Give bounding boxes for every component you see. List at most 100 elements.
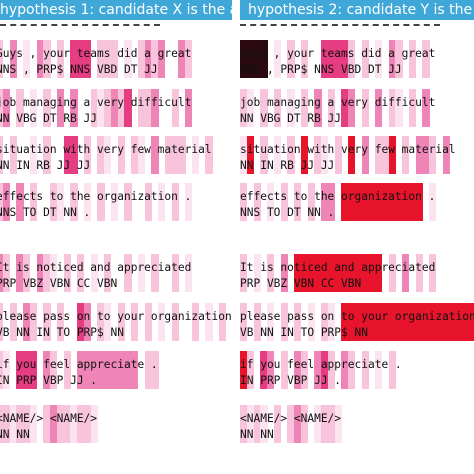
attention-cell [77, 303, 85, 341]
pos-tag-line: VB NN IN TO PRP$ NN [0, 326, 124, 339]
attention-cell [375, 136, 383, 174]
pos-tag-line: VB NN IN TO PRP$ NN [240, 326, 368, 339]
attention-cell [43, 136, 51, 174]
pos-tag-line: NN IN RB JJ JJ [240, 159, 335, 172]
attention-cell [341, 89, 349, 127]
attention-cell [70, 40, 78, 78]
attention-cell [104, 89, 112, 127]
attention-cell [240, 303, 248, 341]
attention-cell [307, 254, 315, 292]
attention-cell [137, 89, 145, 127]
attention-cell [422, 89, 430, 127]
attention-cell [124, 89, 132, 127]
sentence-block: if you feel appreciate . IN PRP VBP JJ . [240, 351, 474, 397]
hypothesis-1-header: hypothesis 1: candidate X is the author [0, 0, 232, 20]
pos-tag-line: NN VBG DT RB JJ [240, 112, 342, 125]
attention-cell [158, 183, 166, 221]
attention-cell [77, 351, 85, 389]
attention-cell [348, 136, 356, 174]
attention-cell [273, 405, 281, 443]
attention-cell [144, 303, 152, 341]
pos-tag-line: NN NN [240, 428, 274, 441]
attention-cell [321, 254, 329, 292]
attention-cell [83, 405, 91, 443]
attention-cell [124, 183, 132, 221]
attention-cell [56, 405, 64, 443]
attention-cell [104, 136, 112, 174]
attention-cell [9, 136, 17, 174]
attention-cell [2, 254, 10, 292]
attention-cell [429, 136, 437, 174]
attention-cell [110, 40, 118, 78]
attention-cell [171, 303, 179, 341]
attention-cell [375, 254, 383, 292]
attention-cell [83, 183, 91, 221]
attention-cell [124, 351, 132, 389]
token-line: please pass on to your organization [0, 310, 232, 323]
attention-cell [29, 89, 37, 127]
attention-cell [321, 405, 329, 443]
attention-cell [469, 303, 474, 341]
attention-cell [16, 254, 24, 292]
attention-cell [300, 405, 308, 443]
attention-cell [375, 89, 383, 127]
attention-cell [2, 405, 10, 443]
attention-cell [395, 40, 403, 78]
attention-cell [185, 183, 193, 221]
attention-cell [294, 351, 302, 389]
attention-cell [422, 136, 430, 174]
pos-tag-line: NNS , PRP$ NNS VBD DT JJ [0, 63, 158, 76]
pos-tag-line: NN IN RB JJ JJ [0, 159, 91, 172]
attention-cell [50, 254, 58, 292]
header-divider [240, 24, 440, 26]
attention-cell [97, 136, 105, 174]
attention-cell [260, 351, 268, 389]
sentence-block: if you feel appreciate . IN PRP VBP JJ . [0, 351, 232, 397]
attention-cell [294, 405, 302, 443]
attention-cell [435, 303, 443, 341]
attention-cell [273, 40, 281, 78]
attention-cell [361, 136, 369, 174]
attention-cell [63, 136, 71, 174]
attention-cell [267, 254, 275, 292]
attention-cell [253, 405, 261, 443]
attention-cell [246, 89, 254, 127]
attention-cell [267, 303, 275, 341]
attention-cell [131, 136, 139, 174]
attention-cell [151, 89, 159, 127]
hypothesis-1-panel: hypothesis 1: candidate X is the author … [0, 0, 232, 474]
attention-cell [348, 40, 356, 78]
attention-cell [77, 405, 85, 443]
attention-cell [307, 183, 315, 221]
attention-cell [29, 136, 37, 174]
attention-cell [449, 303, 457, 341]
attention-cell [415, 254, 423, 292]
attention-cell [240, 183, 248, 221]
attention-cell [402, 136, 410, 174]
attention-cell [368, 254, 376, 292]
attention-cell [341, 254, 349, 292]
attention-cell [171, 254, 179, 292]
attention-cell [43, 254, 51, 292]
attention-cell [408, 183, 416, 221]
attention-cell [334, 136, 342, 174]
attention-cell [354, 254, 362, 292]
attention-cell [422, 303, 430, 341]
token-line: effects to the organization . [0, 190, 192, 203]
attention-cell [104, 303, 112, 341]
attention-cell [131, 351, 139, 389]
attention-cell [205, 136, 213, 174]
pos-tag-line: IN PRP VBP JJ . [240, 374, 342, 387]
attention-cell [375, 303, 383, 341]
token-line: situation with very few material [0, 143, 212, 156]
sentence-block: <NAME/> <NAME/> NN NN [240, 405, 474, 451]
attention-cell [104, 351, 112, 389]
attention-cell [267, 351, 275, 389]
attention-cell [240, 405, 248, 443]
token-line: Guys , your teams did a great [240, 47, 436, 60]
attention-cell [294, 303, 302, 341]
attention-cell [23, 40, 31, 78]
sentence-block: please pass on to your organization VB NN… [0, 303, 232, 349]
attention-cell [0, 40, 4, 78]
attention-cell [137, 40, 145, 78]
